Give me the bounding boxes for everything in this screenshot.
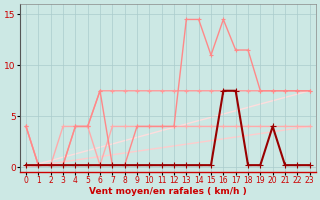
- X-axis label: Vent moyen/en rafales ( km/h ): Vent moyen/en rafales ( km/h ): [89, 187, 247, 196]
